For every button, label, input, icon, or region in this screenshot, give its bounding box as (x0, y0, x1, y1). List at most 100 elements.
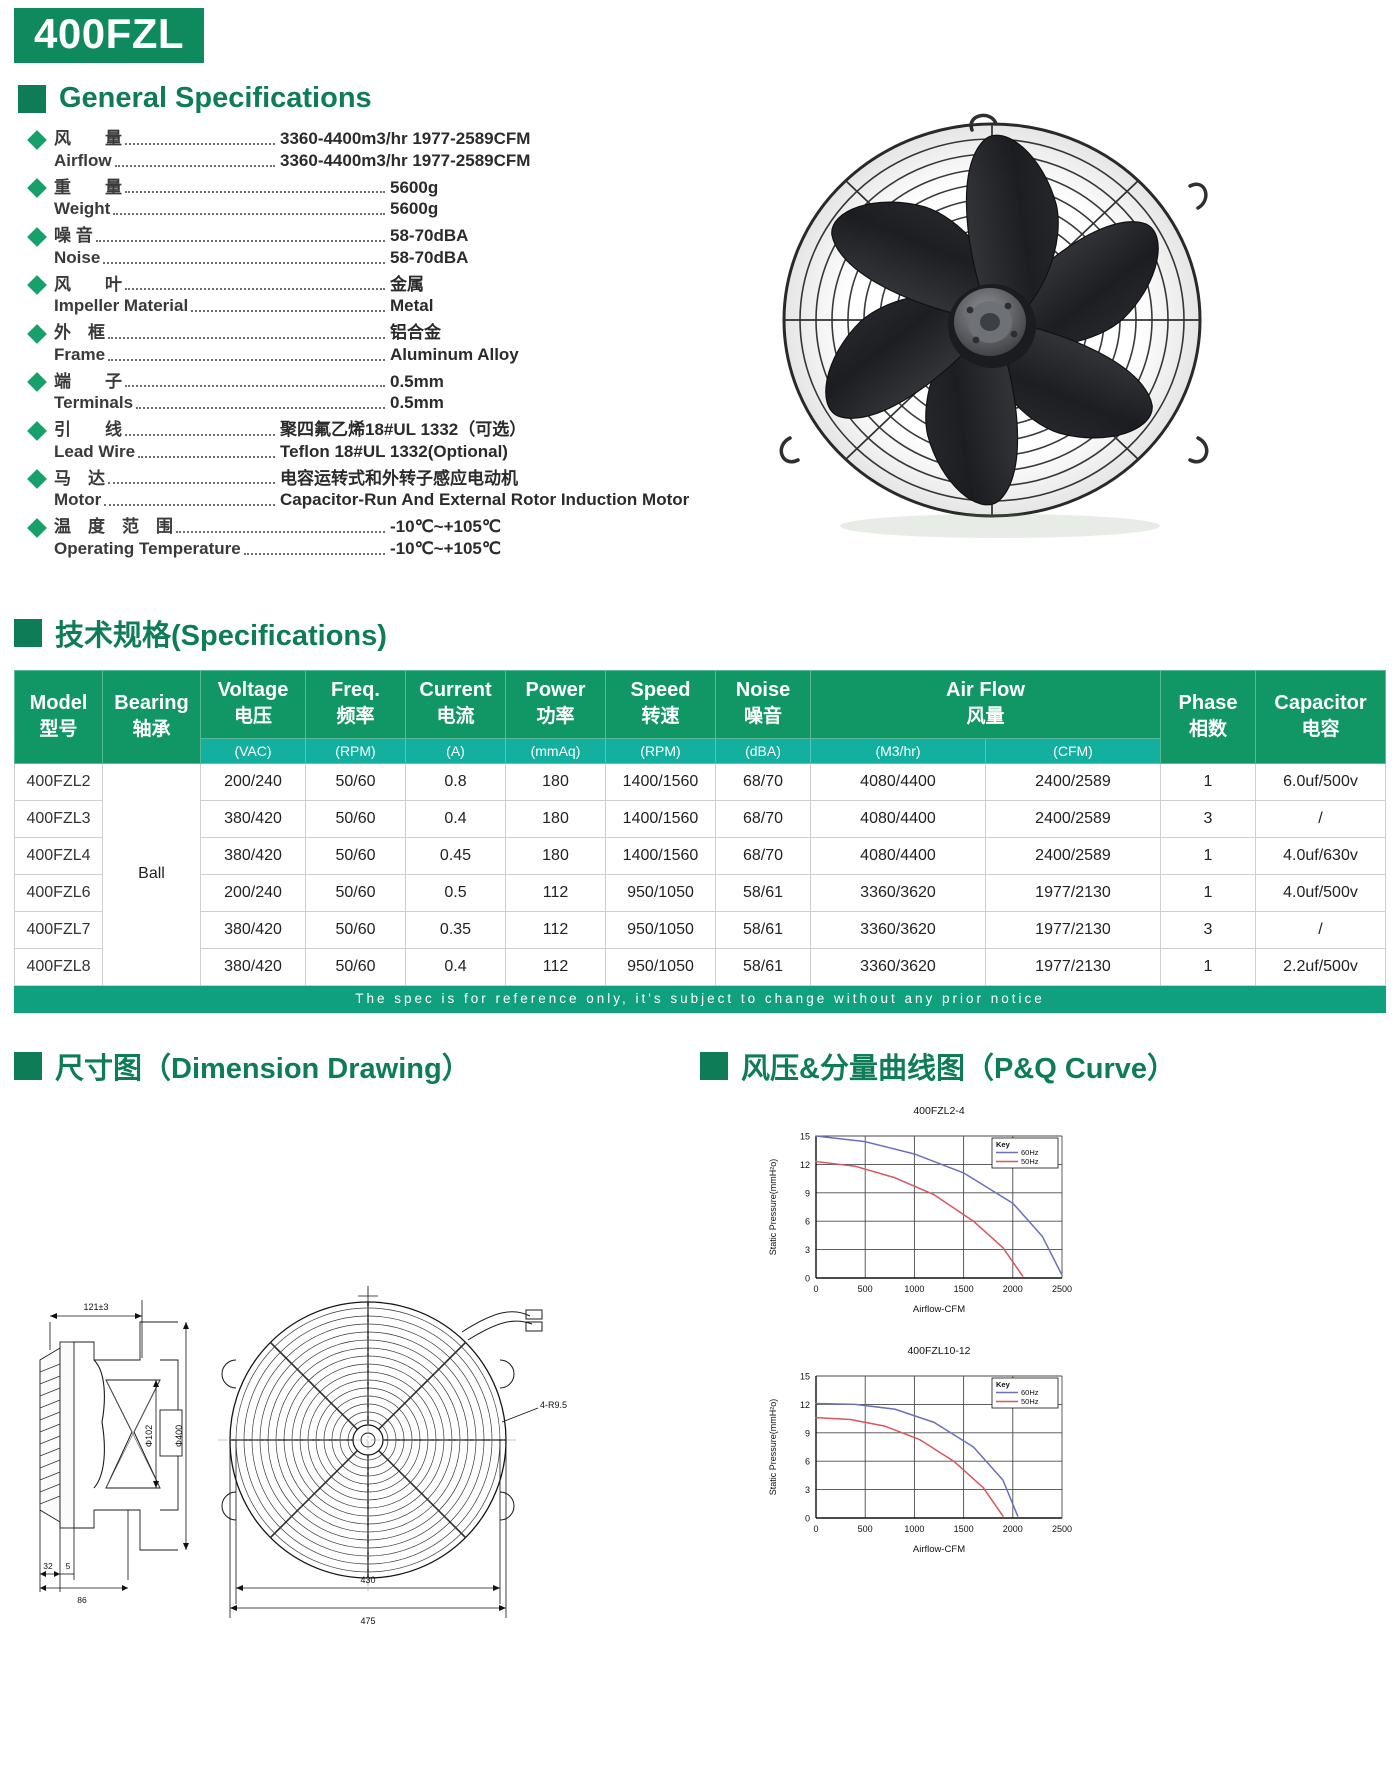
product-photo-axial-fan (720, 108, 1280, 548)
spec-value-cn: -10℃~+105℃ (390, 517, 501, 536)
leader-dots (108, 358, 385, 361)
leader-dots (176, 530, 385, 533)
cell-speed: 1400/1560 (605, 799, 716, 838)
spec-label-en: Weight (54, 199, 111, 219)
cell-airflow-m3hr: 3360/3620 (810, 910, 986, 949)
chart-title: 400FZL2-4 (913, 1105, 965, 1117)
table-row: 400FZL7 380/420 50/60 0.35 112 950/1050 … (14, 910, 1386, 949)
leader-dots (114, 164, 275, 167)
spec-value-en: Teflon 18#UL 1332(Optional) (280, 441, 508, 461)
th-capacitor: Capacitor 电容 (1255, 670, 1386, 764)
section-title-specifications: 技术规格(Specifications) (55, 620, 387, 652)
table-body: 400FZL2 Ball 200/240 50/60 0.8 180 1400/… (14, 762, 1386, 986)
y-tick-label: 0 (805, 1514, 810, 1524)
cell-freq: 50/60 (305, 910, 406, 949)
spec-value-cn: 铝合金 (390, 323, 441, 342)
th-current: Current 电流 (405, 670, 506, 739)
cell-model: 400FZL7 (14, 910, 103, 949)
spec-label-en: Operating Temperature (54, 538, 241, 558)
x-tick-label: 2500 (1052, 1284, 1072, 1294)
section-title-pq-curve: 风压&分量曲线图（P&Q Curve） (741, 1053, 1177, 1085)
th-noise: Noise 噪音 (715, 670, 811, 739)
spec-label-cn: 马 达 (54, 468, 105, 488)
table-header: Model 型号 Bearing 轴承 Voltage 电压 Freq. 频率 Curr… (14, 670, 1386, 764)
cell-phase: 1 (1160, 836, 1256, 875)
spec-item-noise: 噪 音 58-70dBA Noise 58-70dBA (27, 225, 710, 269)
th-unit-power: (mmAq) (505, 737, 606, 764)
cell-phase: 3 (1160, 910, 1256, 949)
cell-freq: 50/60 (305, 762, 406, 801)
x-tick-label: 500 (858, 1284, 873, 1294)
y-tick-label: 9 (805, 1188, 810, 1198)
spec-value-cn: 0.5mm (390, 371, 444, 391)
th-voltage: Voltage 电压 (200, 670, 306, 739)
legend-title: Key (996, 1380, 1011, 1389)
cell-speed: 950/1050 (605, 873, 716, 912)
cell-phase: 1 (1160, 762, 1256, 801)
cell-airflow-cfm: 2400/2589 (985, 762, 1161, 801)
spec-item-lead-wire: 引 线 聚四氟乙烯18#UL 1332（可选） Lead Wire Teflon… (27, 419, 710, 463)
dim-label-phi102: Φ102 (144, 1425, 154, 1447)
cell-freq: 50/60 (305, 836, 406, 875)
y-tick-label: 12 (800, 1400, 810, 1410)
y-axis-label: Static Pressure(mmH²o) (768, 1399, 778, 1496)
spec-item-weight: 重 量 5600g Weight 5600g (27, 177, 710, 221)
cell-voltage: 200/240 (200, 762, 306, 801)
spec-value-cn: 电容运转式和外转子感应电动机 (280, 468, 518, 488)
cell-airflow-m3hr: 4080/4400 (810, 762, 986, 801)
table-disclaimer-note: The spec is for reference only, it's sub… (14, 984, 1386, 1013)
cell-freq: 50/60 (305, 947, 406, 986)
section-marker-square (18, 84, 46, 113)
x-tick-label: 1500 (954, 1524, 974, 1534)
dim-label-5: 5 (66, 1561, 71, 1571)
bullet-diamond-icon (27, 372, 47, 393)
legend-label-50Hz: 50Hz (1021, 1397, 1039, 1406)
cell-capacitor: 4.0uf/630v (1255, 836, 1386, 875)
section-marker-square (14, 1052, 42, 1080)
section-heading-general: General Specifications (18, 82, 372, 115)
cell-airflow-m3hr: 3360/3620 (810, 873, 986, 912)
y-tick-label: 3 (805, 1485, 810, 1495)
cell-voltage: 380/420 (200, 947, 306, 986)
table-row: 400FZL8 380/420 50/60 0.4 112 950/1050 5… (14, 947, 1386, 986)
x-tick-label: 1000 (904, 1524, 924, 1534)
leader-dots (125, 385, 385, 388)
cell-voltage: 380/420 (200, 799, 306, 838)
cell-freq: 50/60 (305, 799, 406, 838)
cell-airflow-m3hr: 4080/4400 (810, 799, 986, 838)
spec-item-impeller-material: 风 叶 金属 Impeller Material Metal (27, 274, 710, 318)
x-tick-label: 1500 (954, 1284, 974, 1294)
cell-power: 180 (505, 762, 606, 801)
spec-value-cn: 聚四氟乙烯18#UL 1332（可选） (280, 420, 527, 439)
cell-capacitor: 6.0uf/500v (1255, 762, 1386, 801)
cell-power: 112 (505, 873, 606, 912)
section-marker-square (14, 619, 42, 647)
leader-dots (113, 213, 385, 215)
th-model: Model 型号 (14, 670, 103, 764)
th-unit-current: (A) (405, 737, 506, 764)
table-row: 400FZL2 Ball 200/240 50/60 0.8 180 1400/… (14, 762, 1386, 986)
y-tick-label: 6 (805, 1217, 810, 1227)
legend-label-60Hz: 60Hz (1021, 1148, 1039, 1157)
dim-label-4-R9.5: 4-R9.5 (540, 1400, 567, 1410)
spec-label-en: Frame (54, 344, 106, 364)
y-tick-label: 3 (805, 1245, 810, 1255)
th-unit-voltage: (VAC) (200, 737, 306, 764)
cell-airflow-cfm: 1977/2130 (985, 873, 1161, 912)
cell-airflow-cfm: 2400/2589 (985, 836, 1161, 875)
leader-dots (95, 239, 385, 242)
x-axis-label: Airflow-CFM (913, 1304, 965, 1315)
cell-speed: 1400/1560 (605, 836, 716, 875)
cell-noise: 58/61 (715, 947, 811, 986)
spec-value-en: Aluminum Alloy (390, 344, 519, 364)
th-airflow: Air Flow 风量 (810, 670, 1161, 739)
cell-bearing: Ball (102, 762, 201, 986)
spec-value-cn: 3360-4400m3/hr 1977-2589CFM (280, 129, 531, 148)
cell-current: 0.35 (405, 910, 506, 949)
spec-label-en: Lead Wire (54, 441, 136, 461)
leader-dots (243, 552, 385, 555)
spec-value-en: Metal (390, 296, 434, 316)
x-tick-label: 0 (813, 1524, 818, 1534)
th-unit-airflow-m3hr: (M3/hr) (810, 737, 986, 764)
spec-label-cn: 温 度 范 围 (54, 517, 173, 536)
